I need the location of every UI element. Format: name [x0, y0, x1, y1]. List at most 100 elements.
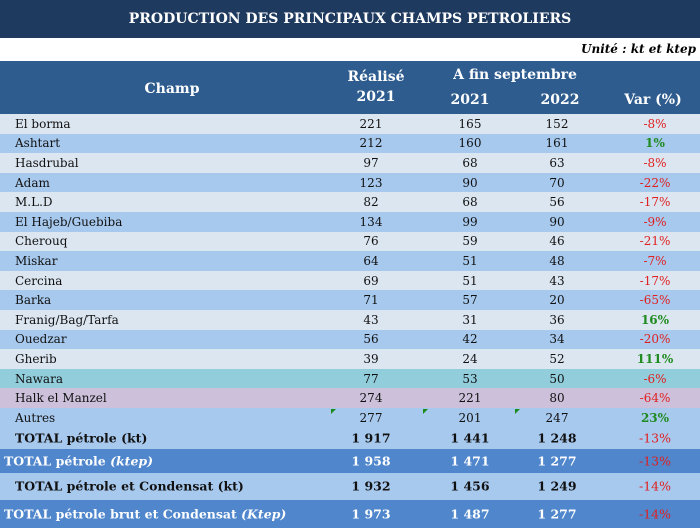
field-name: Miskar	[15, 253, 58, 268]
sept-2022: 70	[549, 175, 565, 190]
sept-2022: 50	[549, 371, 565, 386]
variation: -13%	[638, 453, 672, 468]
total-row: TOTAL pétrole (kt) 1 917 1 441 1 248 -13…	[0, 427, 700, 449]
field-name: Ouedzar	[15, 332, 67, 347]
sept-2021: 68	[462, 195, 478, 210]
table-row: Ouedzar 56 42 34 -20%	[0, 329, 700, 350]
total-label-text: TOTAL pétrole	[4, 453, 111, 468]
sept-2021: 201	[458, 410, 482, 425]
table-row: El borma 221 165 152 -8%	[0, 114, 700, 134]
comment-marker-icon	[331, 408, 336, 414]
variation: -22%	[639, 175, 671, 190]
variation: -20%	[639, 332, 671, 347]
table-body: El borma 221 165 152 -8% Ashtart 212 160 …	[0, 114, 700, 528]
realise-2021: 82	[363, 195, 379, 210]
realise-2021: 39	[363, 351, 379, 366]
sept-2021: 160	[458, 136, 482, 151]
table-row: Nawara 77 53 50 -6%	[0, 368, 700, 389]
total-row: TOTAL pétrole (ktep) 1 958 1 471 1 277 -…	[0, 448, 700, 473]
header-period: A fin septembre	[453, 67, 577, 83]
field-name: Cercina	[15, 273, 63, 288]
sept-2021: 221	[458, 391, 482, 406]
sept-2021: 42	[462, 332, 478, 347]
sept-2022: 1 249	[537, 478, 577, 494]
realise-2021: 71	[363, 293, 379, 308]
realise-2021: 1 973	[351, 506, 391, 521]
variation: -17%	[639, 273, 671, 288]
field-name: Hasdrubal	[15, 155, 79, 170]
unit-label: Unité : kt et ktep	[581, 42, 696, 56]
header-champ: Champ	[144, 81, 200, 97]
sept-2022: 46	[549, 234, 565, 249]
field-name: Ashtart	[15, 136, 61, 151]
total-label-text: TOTAL pétrole (kt)	[15, 430, 148, 446]
field-name: Cherouq	[15, 234, 68, 249]
table-row: Autres 277 201 247 23%	[0, 407, 700, 428]
total-label: TOTAL pétrole (kt)	[15, 431, 147, 446]
table-row: Adam 123 90 70 -22%	[0, 172, 700, 193]
sept-2022: 90	[549, 214, 565, 229]
realise-2021: 212	[359, 136, 383, 151]
realise-2021: 64	[363, 253, 379, 268]
sept-2021: 57	[462, 293, 478, 308]
field-name: Adam	[15, 175, 50, 190]
field-name: Barka	[15, 293, 52, 308]
sept-2022: 1 277	[537, 506, 577, 521]
realise-2021: 274	[359, 391, 383, 406]
sept-2021: 99	[462, 214, 478, 229]
table-row: Franig/Bag/Tarfa 43 31 36 16%	[0, 309, 700, 330]
sept-2022: 34	[549, 332, 565, 347]
total-label: TOTAL pétrole brut et Condensat (Ktep)	[4, 506, 286, 521]
table-header: Champ Réalisé 2021 A fin septembre 2021 …	[0, 61, 700, 114]
realise-2021: 1 917	[351, 430, 391, 446]
variation: -17%	[639, 195, 671, 210]
realise-2021: 221	[359, 116, 383, 131]
variation: -13%	[638, 430, 672, 446]
sept-2021: 31	[462, 312, 478, 327]
variation: -14%	[638, 478, 672, 494]
sept-2022: 247	[545, 410, 569, 425]
sept-2021: 1 471	[450, 453, 490, 468]
total-label: TOTAL pétrole et Condensat (kt)	[15, 479, 244, 494]
table-row: Ashtart 212 160 161 1%	[0, 133, 700, 154]
total-label-text: TOTAL pétrole brut et Condensat	[4, 506, 242, 521]
header-var: Var (%)	[624, 92, 682, 108]
variation: 23%	[640, 410, 670, 425]
realise-2021: 43	[363, 312, 379, 327]
field-name: Gherib	[15, 351, 57, 366]
sept-2022: 52	[549, 351, 565, 366]
table-row: Gherib 39 24 52 111%	[0, 349, 700, 369]
total-label-unit: (Ktep)	[241, 506, 287, 521]
total-label: TOTAL pétrole (ktep)	[4, 453, 153, 468]
realise-2021: 123	[359, 175, 383, 190]
table-row: Halk el Manzel 274 221 80 -64%	[0, 388, 700, 408]
realise-2021: 1 958	[351, 453, 391, 468]
header-2021: 2021	[450, 92, 490, 108]
realise-2021: 69	[363, 273, 379, 288]
variation: -65%	[639, 293, 671, 308]
realise-2021: 1 932	[351, 478, 391, 494]
field-name: Halk el Manzel	[15, 391, 107, 406]
realise-2021: 56	[363, 332, 379, 347]
sept-2022: 161	[545, 136, 569, 151]
table-row: Miskar 64 51 48 -7%	[0, 251, 700, 271]
sept-2022: 36	[549, 312, 565, 327]
sept-2022: 152	[545, 116, 569, 131]
variation: 111%	[636, 351, 674, 366]
sept-2022: 56	[549, 195, 565, 210]
sept-2022: 1 277	[537, 453, 577, 468]
sept-2022: 63	[549, 155, 565, 170]
table-title: PRODUCTION DES PRINCIPAUX CHAMPS PETROLI…	[0, 0, 700, 38]
sept-2022: 1 248	[537, 430, 577, 446]
header-2022: 2022	[540, 92, 580, 108]
total-row: TOTAL pétrole brut et Condensat (Ktep) 1…	[0, 499, 700, 528]
variation: 16%	[640, 312, 670, 327]
field-name: Franig/Bag/Tarfa	[15, 312, 119, 327]
sept-2022: 43	[549, 273, 565, 288]
header-realise: Réalisé	[347, 69, 405, 85]
realise-2021: 277	[359, 410, 383, 425]
sept-2022: 20	[549, 293, 565, 308]
table-row: El Hajeb/Guebiba 134 99 90 -9%	[0, 211, 700, 232]
field-name: El Hajeb/Guebiba	[15, 214, 123, 229]
variation: -9%	[643, 214, 667, 229]
